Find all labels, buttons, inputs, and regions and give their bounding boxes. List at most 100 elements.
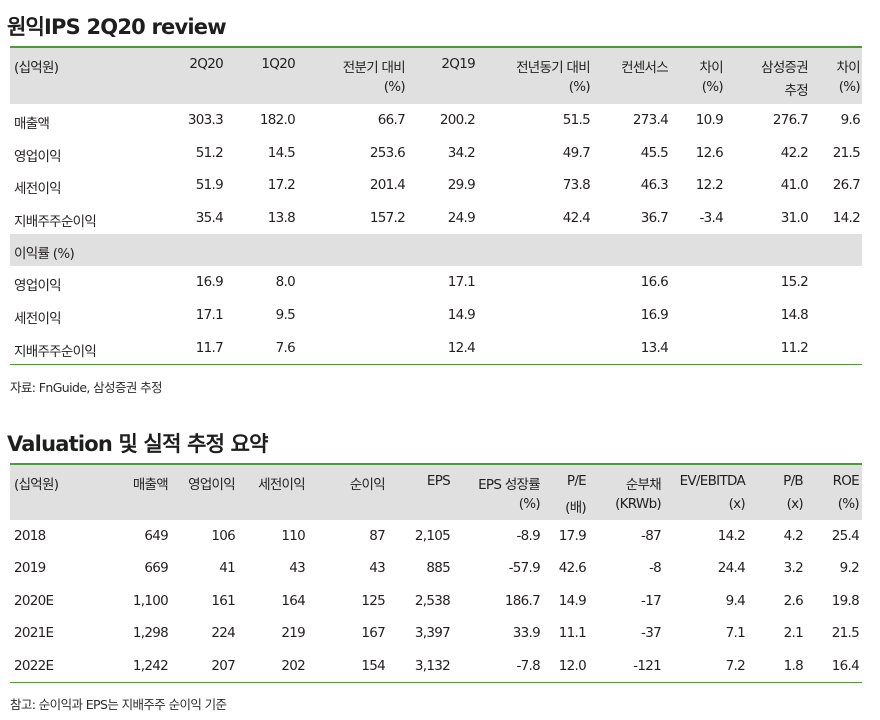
table-cell: 12.6 <box>695 144 724 161</box>
table-cell: 14.5 <box>267 144 296 161</box>
row-label: 2018 <box>14 528 46 544</box>
table-cell: 16.9 <box>195 274 224 291</box>
table-cell: 24.9 <box>447 209 476 226</box>
table-cell: 4.2 <box>783 528 804 544</box>
table-row: 2022E 1,242 207 202 154 3,132 -7.8 12.0 -121 7.2 1… <box>10 650 862 682</box>
table-cell: 9.5 <box>275 306 296 323</box>
row-label: 지배주주순이익 <box>14 343 97 360</box>
table-cell: 110 <box>281 528 305 544</box>
table-cell: 73.8 <box>562 177 591 194</box>
table-row: 2019 669 41 43 43 885 -57.9 42.6 -8 24.4 3.2 9.2 <box>10 552 862 584</box>
table-cell: 35.4 <box>195 209 224 226</box>
table-cell: 3,397 <box>414 625 451 642</box>
table-cell: 21.5 <box>832 144 861 161</box>
table-cell: 42.2 <box>780 144 809 161</box>
column-header-unit: (%) <box>568 79 591 95</box>
table-row: 영업이익 16.9 8.0 17.1 16.6 15.2 <box>10 266 862 299</box>
column-header: 1Q20 <box>261 56 295 72</box>
table1-source-note: 자료: FnGuide, 삼성증권 추정 <box>10 380 163 395</box>
table-cell: 224 <box>211 625 235 642</box>
column-header-unit: (%) <box>701 79 724 95</box>
column-header-unit: (x) <box>728 496 746 512</box>
column-header-unit: (배) <box>565 500 587 516</box>
table-cell: 11.1 <box>558 625 587 642</box>
column-header: P/E <box>566 473 587 489</box>
table-row: 2021E 1,298 224 219 167 3,397 33.9 11.1 -37 7.1 2.… <box>10 617 862 649</box>
table-cell: 41.0 <box>780 177 809 194</box>
row-label: 영업이익 <box>14 148 62 165</box>
row-label: 영업이익 <box>14 278 62 295</box>
table-cell: 303.3 <box>187 112 224 128</box>
column-header: 매출액 <box>132 477 169 493</box>
table-cell: -87 <box>641 528 662 544</box>
table-cell: 161 <box>211 592 235 609</box>
table-cell: 2.1 <box>783 625 804 642</box>
column-header: ROE <box>832 473 860 489</box>
table-cell: 45.5 <box>640 144 669 161</box>
table-cell: 276.7 <box>772 112 809 128</box>
table-cell: 125 <box>361 592 385 609</box>
column-header-unit: 추정 <box>784 83 809 99</box>
review-table: (십억원) 2Q20 1Q20 전분기 대비 (%) 2Q19 전년동기 대비 (%) 컨센서스… <box>10 46 862 366</box>
table-cell: 219 <box>281 625 305 642</box>
table-cell: -7.8 <box>516 657 540 674</box>
table-cell: 2,105 <box>414 528 451 544</box>
table-cell: 21.5 <box>831 625 860 642</box>
column-header: P/B <box>783 473 804 489</box>
row-label: 2022E <box>14 657 54 674</box>
table-row: 매출액 303.3 182.0 66.7 200.2 51.5 273.4 10.9 276.7… <box>10 104 862 137</box>
table-cell: 200.2 <box>439 112 476 128</box>
table-cell: 1,242 <box>132 657 169 674</box>
column-header-unit: (%) <box>383 79 406 95</box>
table-cell: 164 <box>281 592 305 609</box>
table-cell: 51.2 <box>195 144 224 161</box>
table-cell: 17.1 <box>447 274 476 291</box>
row-label: 2020E <box>14 592 54 609</box>
table-cell: 649 <box>144 528 168 544</box>
row-label: 매출액 <box>14 116 50 132</box>
table-cell: 15.2 <box>780 274 809 291</box>
row-label: 세전이익 <box>14 310 62 327</box>
table-cell: 19.8 <box>831 592 860 609</box>
table-row: 세전이익 17.1 9.5 14.9 16.9 14.8 <box>10 299 862 332</box>
table-cell: 207 <box>211 657 235 674</box>
column-header-unit: (%) <box>837 496 860 512</box>
row-label: 2019 <box>14 560 46 577</box>
table-cell: 41 <box>219 560 235 577</box>
table-cell: 14.9 <box>558 592 587 609</box>
table-cell: 24.4 <box>717 560 746 577</box>
table-cell: 3.2 <box>783 560 804 577</box>
table-cell: 1,298 <box>132 625 169 642</box>
column-header: 전분기 대비 <box>342 60 406 76</box>
table-cell: 43 <box>369 560 385 577</box>
table-cell: 3,132 <box>414 657 451 674</box>
table-cell: 2,538 <box>414 592 451 609</box>
table-cell: 16.6 <box>640 274 669 291</box>
table-cell: 51.5 <box>562 112 591 128</box>
table-cell: 154 <box>361 657 385 674</box>
table-cell: 669 <box>144 560 168 577</box>
table-cell: 14.8 <box>780 306 809 323</box>
table-row: 지배주주순이익 35.4 13.8 157.2 24.9 42.4 36.7 -3.4 31.0… <box>10 202 862 235</box>
column-header: EPS 성장률 <box>478 477 541 493</box>
column-header: 컨센서스 <box>621 60 669 76</box>
table2-title: Valuation 및 실적 추정 요약 <box>7 432 269 456</box>
column-header-unit: (KRWb) <box>615 496 662 512</box>
table-cell: 2.6 <box>783 592 804 609</box>
table-cell: -57.9 <box>508 560 541 577</box>
column-header-unit: (%) <box>518 496 541 512</box>
row-label: 지배주주순이익 <box>14 213 97 230</box>
table-cell: 42.6 <box>558 560 587 577</box>
table-cell: 17.1 <box>195 306 224 323</box>
table-cell: 12.2 <box>695 177 724 194</box>
column-header: 세전이익 <box>258 477 306 493</box>
table-cell: -121 <box>633 657 662 674</box>
table1-title: 원익IPS 2Q20 review <box>7 15 227 39</box>
table-cell: 202 <box>281 657 305 674</box>
table-cell: 182.0 <box>259 112 296 128</box>
table-cell: -8 <box>648 560 662 577</box>
margin-subheader: 이익률 (%) <box>10 234 862 267</box>
table-cell: -3.4 <box>699 209 723 226</box>
table-cell: 43 <box>289 560 305 577</box>
table-cell: 9.6 <box>840 112 861 128</box>
